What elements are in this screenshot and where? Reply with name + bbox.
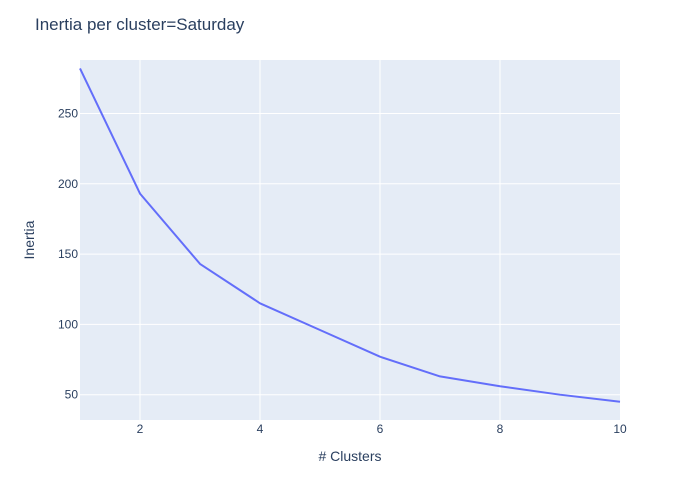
y-tick-label: 250	[58, 106, 78, 120]
plot-area	[80, 60, 620, 420]
chart-title: Inertia per cluster=Saturday	[35, 15, 245, 34]
y-tick-label: 100	[58, 317, 78, 331]
x-axis-ticks: 2 4 6 8 10	[137, 422, 627, 436]
y-axis-ticks: 50 100 150 200 250	[58, 106, 78, 401]
y-tick-label: 200	[58, 177, 78, 191]
series-line	[79, 68, 621, 403]
y-tick-label: 150	[58, 247, 78, 261]
x-tick-label: 2	[137, 422, 144, 436]
x-tick-label: 4	[257, 422, 264, 436]
x-tick-label: 8	[497, 422, 504, 436]
y-tick-label: 50	[65, 388, 79, 402]
series-layer	[79, 68, 621, 403]
x-tick-label: 6	[377, 422, 384, 436]
x-tick-label: 10	[613, 422, 627, 436]
y-axis-title: Inertia	[21, 220, 37, 259]
x-axis-title: # Clusters	[318, 448, 381, 464]
grid-lines	[80, 60, 620, 420]
